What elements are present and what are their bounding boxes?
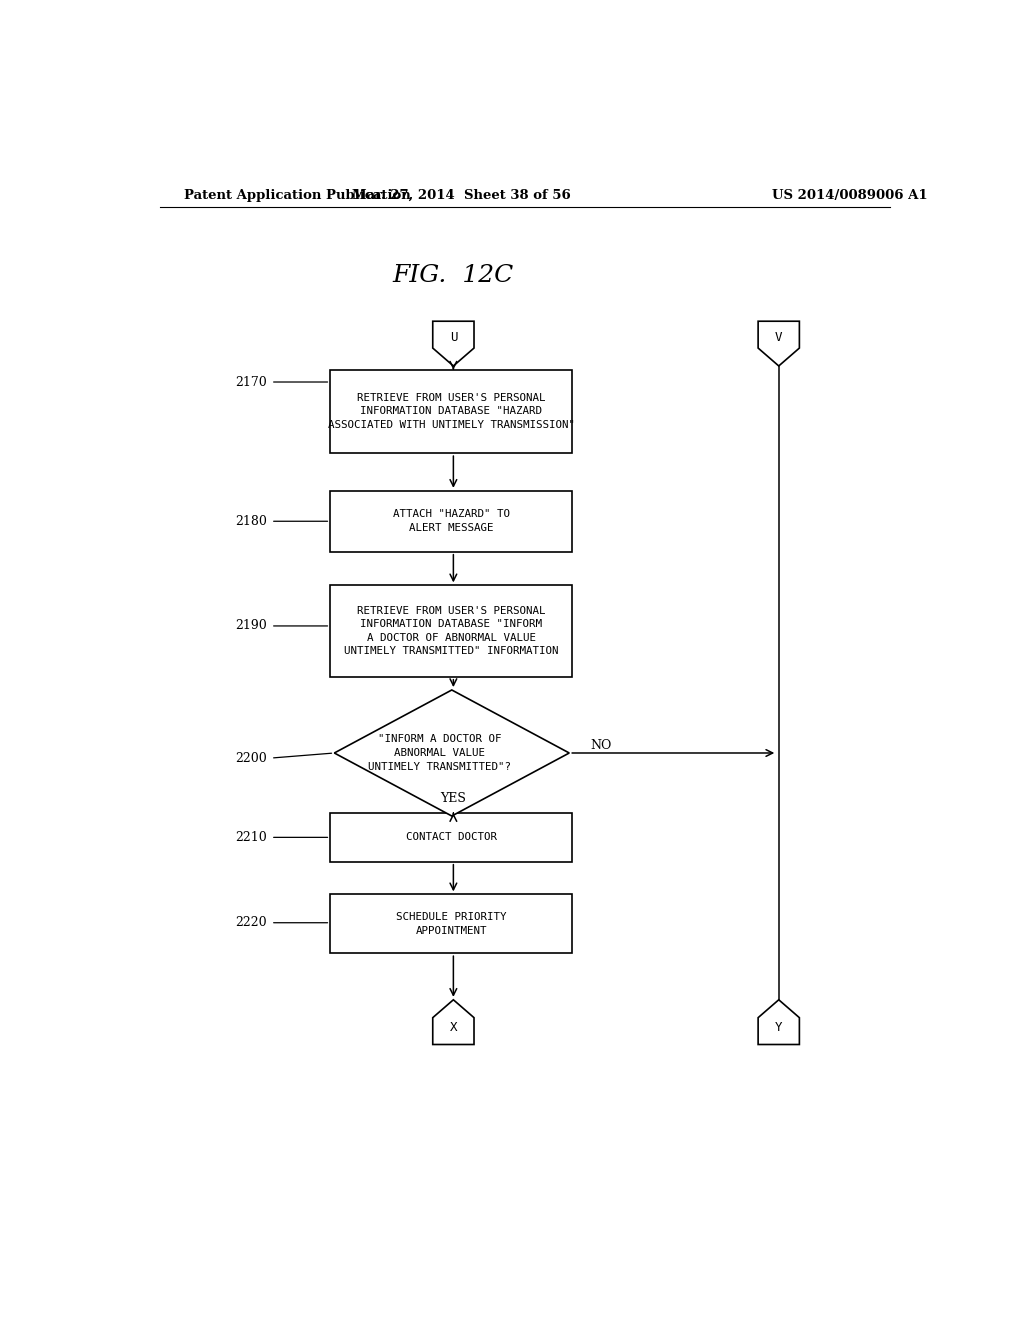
Text: X: X — [450, 1022, 457, 1035]
Text: V: V — [775, 331, 782, 345]
Text: ATTACH "HAZARD" TO
ALERT MESSAGE: ATTACH "HAZARD" TO ALERT MESSAGE — [393, 510, 510, 533]
Text: 2190: 2190 — [236, 619, 267, 632]
Text: 2180: 2180 — [234, 515, 267, 528]
FancyBboxPatch shape — [331, 585, 572, 677]
Text: US 2014/0089006 A1: US 2014/0089006 A1 — [772, 189, 928, 202]
Text: SCHEDULE PRIORITY
APPOINTMENT: SCHEDULE PRIORITY APPOINTMENT — [396, 912, 507, 936]
Text: 2220: 2220 — [236, 916, 267, 929]
Text: Patent Application Publication: Patent Application Publication — [183, 189, 411, 202]
Text: RETRIEVE FROM USER'S PERSONAL
INFORMATION DATABASE "INFORM
A DOCTOR OF ABNORMAL : RETRIEVE FROM USER'S PERSONAL INFORMATIO… — [344, 606, 559, 656]
Polygon shape — [758, 999, 800, 1044]
Text: CONTACT DOCTOR: CONTACT DOCTOR — [406, 833, 497, 842]
Text: YES: YES — [440, 792, 466, 805]
Text: U: U — [450, 331, 457, 345]
FancyBboxPatch shape — [331, 491, 572, 552]
FancyBboxPatch shape — [331, 894, 572, 953]
Polygon shape — [433, 999, 474, 1044]
Text: 2200: 2200 — [236, 751, 267, 764]
Text: Mar. 27, 2014  Sheet 38 of 56: Mar. 27, 2014 Sheet 38 of 56 — [352, 189, 570, 202]
Text: RETRIEVE FROM USER'S PERSONAL
INFORMATION DATABASE "HAZARD
ASSOCIATED WITH UNTIM: RETRIEVE FROM USER'S PERSONAL INFORMATIO… — [328, 393, 574, 430]
FancyBboxPatch shape — [331, 813, 572, 862]
Polygon shape — [334, 690, 569, 816]
Text: "INFORM A DOCTOR OF
ABNORMAL VALUE
UNTIMELY TRANSMITTED"?: "INFORM A DOCTOR OF ABNORMAL VALUE UNTIM… — [369, 734, 511, 772]
Polygon shape — [433, 321, 474, 366]
Text: FIG.  12C: FIG. 12C — [393, 264, 514, 286]
FancyBboxPatch shape — [331, 370, 572, 453]
Text: NO: NO — [590, 739, 611, 752]
Text: 2170: 2170 — [236, 375, 267, 388]
Text: 2210: 2210 — [236, 830, 267, 843]
Text: Y: Y — [775, 1022, 782, 1035]
Polygon shape — [758, 321, 800, 366]
